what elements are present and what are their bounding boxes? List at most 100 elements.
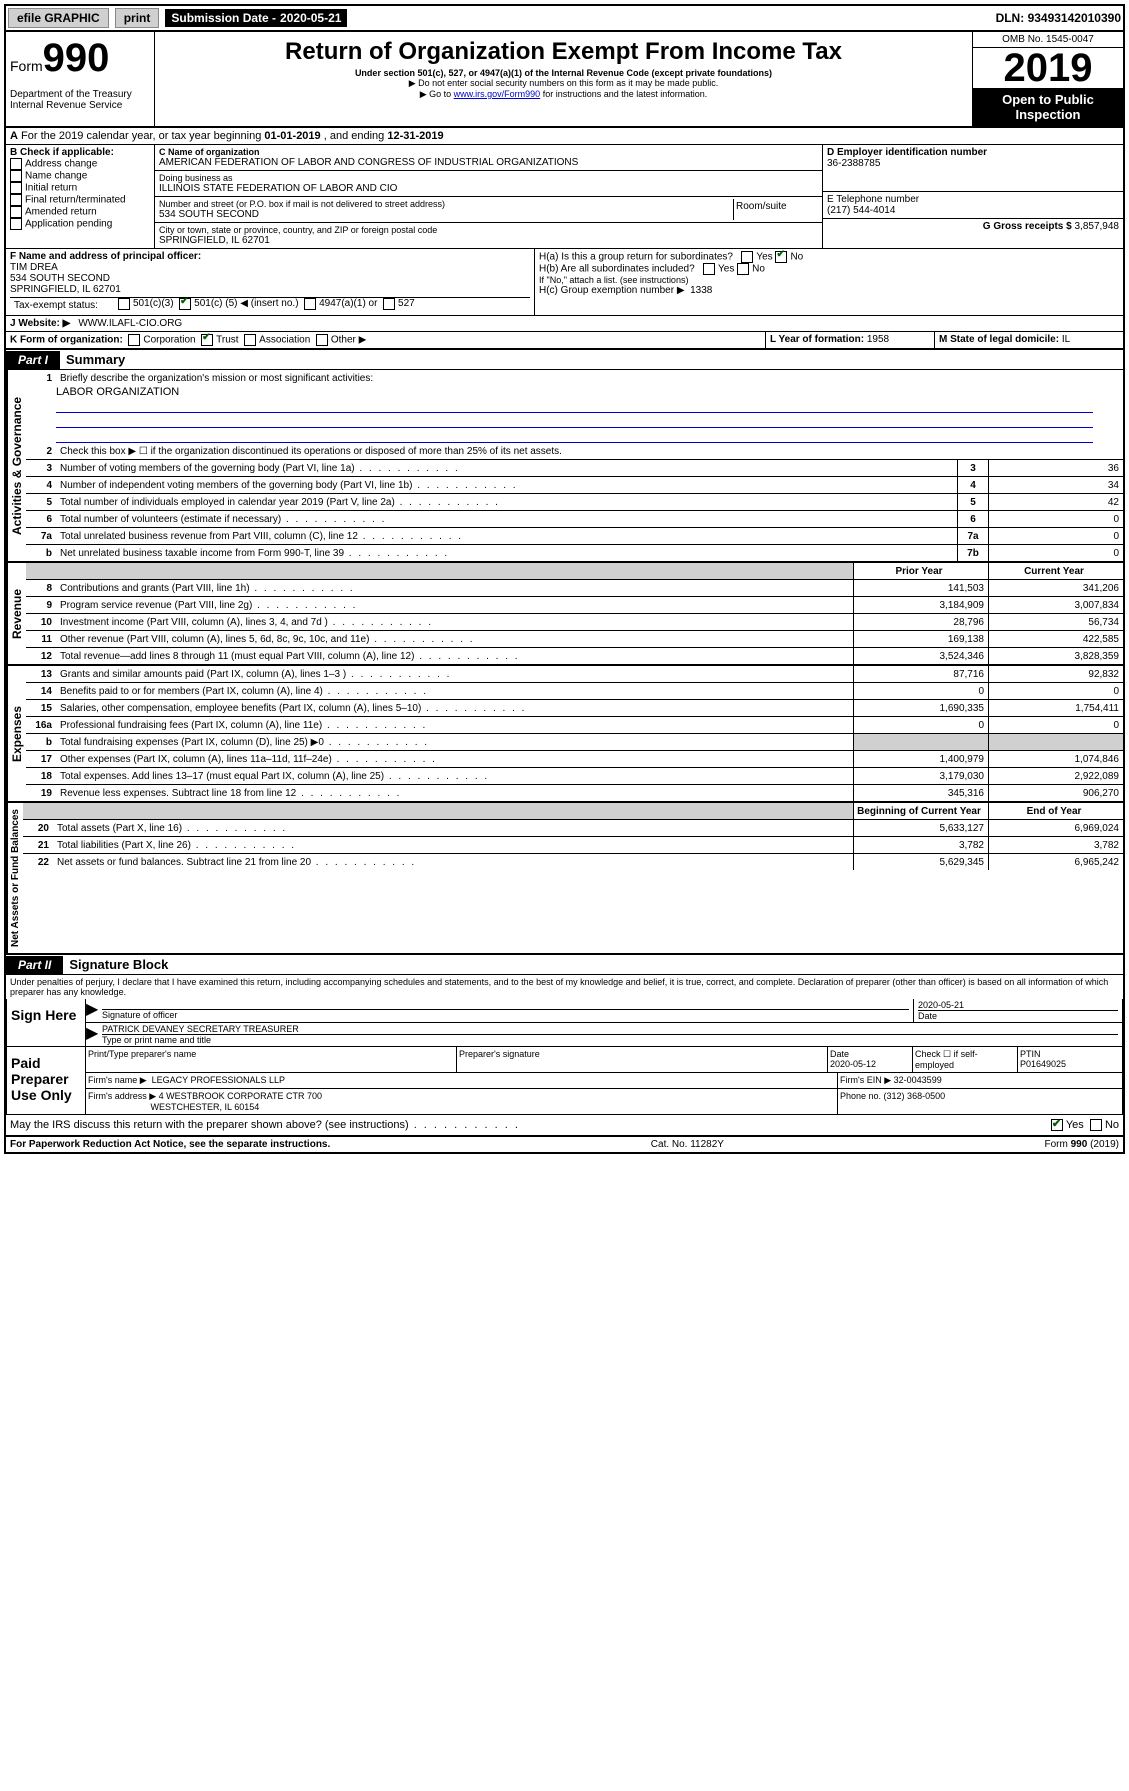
form-note1: Do not enter social security numbers on … xyxy=(159,78,968,89)
line-19: 19 Revenue less expenses. Subtract line … xyxy=(26,784,1123,801)
l1-value-area: LABOR ORGANIZATION xyxy=(26,386,1123,443)
chk-527[interactable] xyxy=(383,298,395,310)
form990-link[interactable]: www.irs.gov/Form990 xyxy=(454,89,541,99)
dln: DLN: 93493142010390 xyxy=(996,11,1121,25)
line-21: 21 Total liabilities (Part X, line 26) 3… xyxy=(23,836,1123,853)
k-assoc[interactable] xyxy=(244,334,256,346)
ln-val: 0 xyxy=(988,528,1123,544)
expenses-block: Expenses 13 Grants and similar amounts p… xyxy=(6,666,1123,803)
k-other[interactable] xyxy=(316,334,328,346)
d-value: 36-2388785 xyxy=(827,158,1119,169)
b-opt-0-label: Address change xyxy=(25,159,97,170)
b-opt-1-label: Name change xyxy=(25,171,87,182)
ln-py: 5,633,127 xyxy=(853,820,988,836)
f-label: F Name and address of principal officer: xyxy=(10,251,530,262)
officer-name-cell: PATRICK DEVANEY SECRETARY TREASURER Type… xyxy=(98,1023,1122,1046)
b-opt-5-label: Application pending xyxy=(25,219,112,230)
dba-label: Doing business as xyxy=(159,173,818,183)
ln-text: Total revenue—add lines 8 through 11 (mu… xyxy=(58,650,853,663)
part2-title: Signature Block xyxy=(63,955,174,974)
phone-label: Phone no. xyxy=(840,1091,884,1101)
ln-py: 1,690,335 xyxy=(853,700,988,716)
line-15: 15 Salaries, other compensation, employe… xyxy=(26,699,1123,716)
b-opt-1[interactable]: Name change xyxy=(10,170,150,182)
f-addr2: SPRINGFIELD, IL 62701 xyxy=(10,284,530,295)
row-fh: F Name and address of principal officer:… xyxy=(6,249,1123,316)
firm-name: LEGACY PROFESSIONALS LLP xyxy=(152,1075,285,1085)
ln-py: 0 xyxy=(853,683,988,699)
l2-num: 2 xyxy=(26,446,58,457)
addr-value: 534 SOUTH SECOND xyxy=(159,209,733,220)
line-b: b Total fundraising expenses (Part IX, c… xyxy=(26,733,1123,750)
chk-501c3[interactable] xyxy=(118,298,130,310)
part2-header: Part II Signature Block xyxy=(6,955,1123,975)
ln-py: 3,184,909 xyxy=(853,597,988,613)
ln-num: b xyxy=(26,548,58,559)
ln-num: 20 xyxy=(23,823,55,834)
l-label: L Year of formation: xyxy=(770,334,867,345)
g-label: G Gross receipts $ xyxy=(983,221,1075,232)
b-opt-4[interactable]: Amended return xyxy=(10,206,150,218)
part1-label: Part I xyxy=(6,351,60,369)
form-label: Form xyxy=(10,58,43,74)
prep-row-3: Firm's address ▶ 4 WESTBROOK CORPORATE C… xyxy=(86,1089,1122,1114)
k-label: K Form of organization: xyxy=(10,335,123,346)
ln-cy: 92,832 xyxy=(988,666,1123,682)
k-corp[interactable] xyxy=(128,334,140,346)
print-button[interactable]: print xyxy=(115,8,160,28)
b-opt-5[interactable]: Application pending xyxy=(10,218,150,230)
sig-officer-cell: Signature of officer xyxy=(98,999,914,1022)
form-title: Return of Organization Exempt From Incom… xyxy=(159,38,968,66)
chk-4947[interactable] xyxy=(304,298,316,310)
ln-text: Professional fundraising fees (Part IX, … xyxy=(58,719,853,732)
line-1: 1 Briefly describe the organization's mi… xyxy=(26,370,1123,386)
ln-box: 4 xyxy=(957,477,988,493)
b-opt-3[interactable]: Final return/terminated xyxy=(10,194,150,206)
ln-py xyxy=(853,734,988,750)
hc-label: H(c) Group exemption number ▶ xyxy=(539,285,685,296)
ln-num: 15 xyxy=(26,703,58,714)
ln-num: 5 xyxy=(26,497,58,508)
b-opt-0[interactable]: Address change xyxy=(10,158,150,170)
netassets-vert-label: Net Assets or Fund Balances xyxy=(6,803,23,953)
ln-num: 6 xyxy=(26,514,58,525)
ln-text: Other expenses (Part IX, column (A), lin… xyxy=(58,753,853,766)
ln-cy: 3,828,359 xyxy=(988,648,1123,664)
l2-text: Check this box ▶ ☐ if the organization d… xyxy=(58,445,1123,458)
k-assoc-label: Association xyxy=(259,335,310,346)
ln-py: 5,629,345 xyxy=(853,854,988,870)
paid-preparer-body: Print/Type preparer's name Preparer's si… xyxy=(86,1047,1122,1114)
sig-arrow-icon: ▶ xyxy=(86,999,98,1022)
ln-num: 10 xyxy=(26,617,58,628)
discuss-text: May the IRS discuss this return with the… xyxy=(10,1119,1051,1131)
ha-no[interactable] xyxy=(775,251,787,263)
firm-ein: 32-0043599 xyxy=(894,1075,942,1085)
l1-line1 xyxy=(56,398,1093,413)
principal-officer: F Name and address of principal officer:… xyxy=(6,249,535,315)
ln-num: 9 xyxy=(26,600,58,611)
k-trust[interactable] xyxy=(201,334,213,346)
b-opt-2[interactable]: Initial return xyxy=(10,182,150,194)
firm-name-cell: Firm's name ▶ LEGACY PROFESSIONALS LLP xyxy=(86,1073,838,1088)
sig-date-value: 2020-05-21 xyxy=(918,1000,1118,1010)
chk-501c[interactable] xyxy=(179,298,191,310)
k-trust-label: Trust xyxy=(216,335,238,346)
ln-cy xyxy=(988,734,1123,750)
addr-cell: Number and street (or P.O. box if mail i… xyxy=(155,197,822,223)
line-12: 12 Total revenue—add lines 8 through 11 … xyxy=(26,647,1123,664)
discuss-no[interactable] xyxy=(1090,1119,1102,1131)
hb: H(b) Are all subordinates included? Yes … xyxy=(539,263,1119,275)
gov-line-7a: 7a Total unrelated business revenue from… xyxy=(26,527,1123,544)
ln-py: 28,796 xyxy=(853,614,988,630)
discuss-yes[interactable] xyxy=(1051,1119,1063,1131)
hb-yes[interactable] xyxy=(703,263,715,275)
rowa-pre: For the 2019 calendar year, or tax year … xyxy=(21,130,264,142)
hb-no[interactable] xyxy=(737,263,749,275)
discuss-yes-label: Yes xyxy=(1066,1119,1084,1131)
year-cell: OMB No. 1545-0047 2019 Open to Public In… xyxy=(972,32,1123,126)
ha-yes[interactable] xyxy=(741,251,753,263)
ln-text: Program service revenue (Part VIII, line… xyxy=(58,599,853,612)
ptin-cell: PTIN P01649025 xyxy=(1018,1047,1122,1072)
prep-name-label: Print/Type preparer's name xyxy=(86,1047,457,1072)
firm-addr-cell: Firm's address ▶ 4 WESTBROOK CORPORATE C… xyxy=(86,1089,838,1114)
